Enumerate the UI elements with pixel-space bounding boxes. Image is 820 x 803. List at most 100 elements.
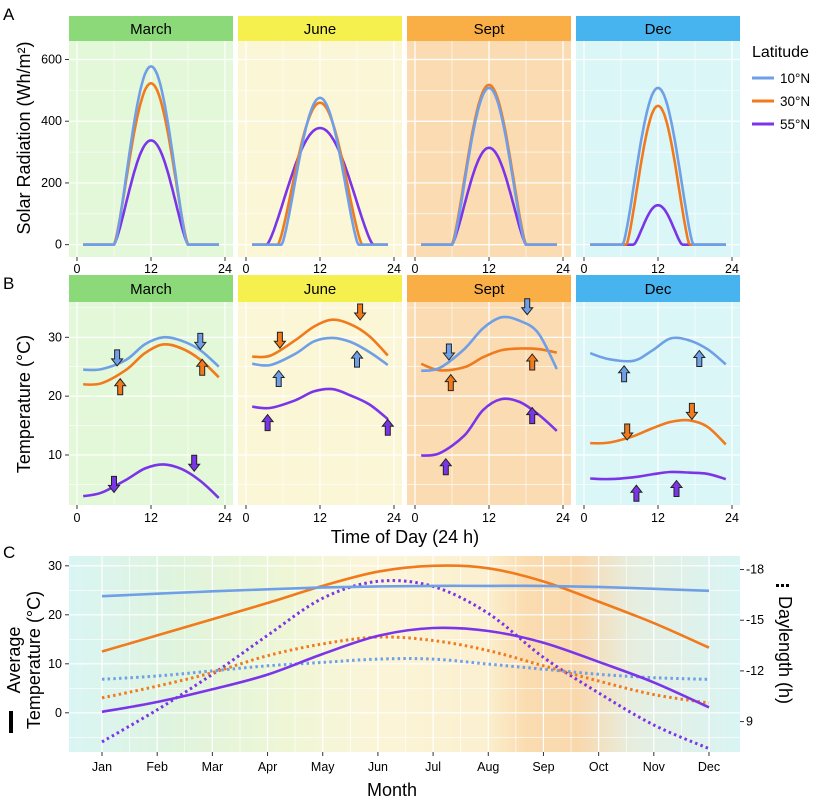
arrow-up-icon xyxy=(629,484,643,502)
arrow-down-icon xyxy=(442,343,456,361)
legend-item-10n: 10°N xyxy=(752,71,810,86)
panel-b-y-axis-title: Temperature (°C) xyxy=(14,335,34,473)
panel-c-annual-temperature-daylength: 0 10 20 30 9 -12 -15 -18 Jan Feb Mar Apr May Jun Jul Au… xyxy=(48,556,764,774)
arrow-down-icon xyxy=(520,298,534,316)
strip-a-sept xyxy=(407,16,571,41)
x-tick-label: Apr xyxy=(258,760,277,774)
x-tick-label: 0 xyxy=(412,262,419,276)
y2-tick-label: -15 xyxy=(746,613,764,627)
x-tick-label: 24 xyxy=(387,262,401,276)
legend-label-55n: 55°N xyxy=(780,117,810,132)
x-tick-label: 0 xyxy=(581,511,588,525)
dotted-line-key-icon xyxy=(776,584,789,587)
facet-b-june: June 0 12 24 xyxy=(238,275,402,525)
strip-a-june xyxy=(238,16,402,41)
legend: Latitude 10°N 30°N 55°N xyxy=(752,44,810,132)
facet-b-sept: Sept 0 12 24 xyxy=(407,275,571,525)
x-tick-label: 24 xyxy=(556,511,570,525)
y-tick-label: 10 xyxy=(48,657,62,671)
y2-tick-label: -18 xyxy=(746,563,764,577)
line-b-march-55n xyxy=(82,463,220,499)
x-tick-label: Jan xyxy=(92,760,112,774)
legend-item-30n: 30°N xyxy=(752,94,810,109)
line-b-sept-30n xyxy=(420,347,558,372)
arrow-up-icon xyxy=(350,350,364,368)
x-tick-label: 12 xyxy=(313,262,327,276)
strip-label-b-sept: Sept xyxy=(474,281,506,298)
arrow-down-icon xyxy=(187,454,201,473)
x-tick-label: May xyxy=(311,760,335,774)
legend-label-10n: 10°N xyxy=(780,71,810,86)
panel-letter-c: C xyxy=(3,543,15,562)
y-tick-label: 200 xyxy=(41,176,62,190)
strip-label-b-june: June xyxy=(304,281,337,298)
panel-a-y-axis-title: Solar Radiation (Wh/m²) xyxy=(14,41,34,234)
x-tick-label: 0 xyxy=(581,262,588,276)
arrow-down-icon xyxy=(353,303,367,321)
x-tick-label: 12 xyxy=(144,262,158,276)
panel-c-y2-axis-title: Daylength (h) xyxy=(775,596,795,704)
y2-tick-label: 9 xyxy=(746,715,753,729)
strip-a-dec xyxy=(576,16,740,41)
x-tick-label: 0 xyxy=(243,262,250,276)
arrow-down-icon xyxy=(620,423,634,441)
line-b-june-55n xyxy=(252,387,389,421)
x-tick-label: 12 xyxy=(482,262,496,276)
legend-title: Latitude xyxy=(752,44,809,61)
arrow-up-icon xyxy=(617,364,631,383)
x-tick-label: 24 xyxy=(725,262,739,276)
arrow-up-icon xyxy=(669,479,684,497)
y-tick-label: 20 xyxy=(48,608,62,622)
line-a-march-10n xyxy=(83,65,219,246)
x-tick-label: Nov xyxy=(643,760,666,774)
strip-label-a-march: March xyxy=(130,21,172,38)
y-tick-label: 400 xyxy=(41,114,62,128)
line-a-june-55n xyxy=(252,126,388,246)
arrow-down-icon xyxy=(107,475,121,494)
facet-a-dec: Dec 0 12 24 xyxy=(576,16,740,276)
temperature-line-10n xyxy=(101,584,710,598)
x-tick-label: 0 xyxy=(74,511,81,525)
strip-label-b-march: March xyxy=(130,281,172,298)
x-tick-label: 24 xyxy=(218,262,232,276)
daylength-line-30n xyxy=(101,635,710,705)
x-tick-label: 12 xyxy=(651,511,665,525)
strip-label-b-dec: Dec xyxy=(645,281,672,298)
arrow-up-icon xyxy=(444,373,458,392)
strip-b-june xyxy=(238,275,402,302)
x-tick-label: 0 xyxy=(412,511,419,525)
line-b-sept-10n xyxy=(421,315,558,373)
arrow-up-icon xyxy=(272,369,286,387)
y-tick-label: 10 xyxy=(48,448,62,462)
line-a-june-10n xyxy=(252,96,388,246)
strip-label-a-dec: Dec xyxy=(645,21,672,38)
arrow-up-icon xyxy=(195,358,209,376)
y-tick-label: 20 xyxy=(48,389,62,403)
strip-b-dec xyxy=(576,275,740,302)
x-tick-label: 24 xyxy=(556,262,570,276)
x-tick-label: 24 xyxy=(387,511,401,525)
y-tick-label: 600 xyxy=(41,53,62,67)
arrow-down-icon xyxy=(273,331,287,350)
x-tick-label: Feb xyxy=(146,760,168,774)
arrow-down-icon xyxy=(685,402,699,421)
legend-item-55n: 55°N xyxy=(752,117,810,132)
line-b-march-30n xyxy=(83,342,220,386)
arrow-up-icon xyxy=(261,413,275,432)
strip-a-march xyxy=(69,16,233,41)
solid-line-key-icon xyxy=(9,711,13,733)
temperature-line-30n xyxy=(101,564,710,653)
x-tick-label: 12 xyxy=(313,511,327,525)
panel-a-solar-radiation: March 0 12 24 June 0 12 24 Sept 0 12 24 Dec 0 12 24 0 200… xyxy=(41,16,740,276)
x-tick-label: 12 xyxy=(651,262,665,276)
y-tick-label: 0 xyxy=(55,238,62,252)
y-tick-label: 30 xyxy=(48,559,62,573)
line-b-dec-55n xyxy=(590,470,727,481)
strip-label-a-june: June xyxy=(304,21,337,38)
line-b-june-10n xyxy=(252,336,389,367)
x-tick-label: Jun xyxy=(368,760,388,774)
x-tick-label: Jul xyxy=(425,760,441,774)
strip-b-march xyxy=(69,275,233,302)
arrow-down-icon xyxy=(110,349,124,367)
